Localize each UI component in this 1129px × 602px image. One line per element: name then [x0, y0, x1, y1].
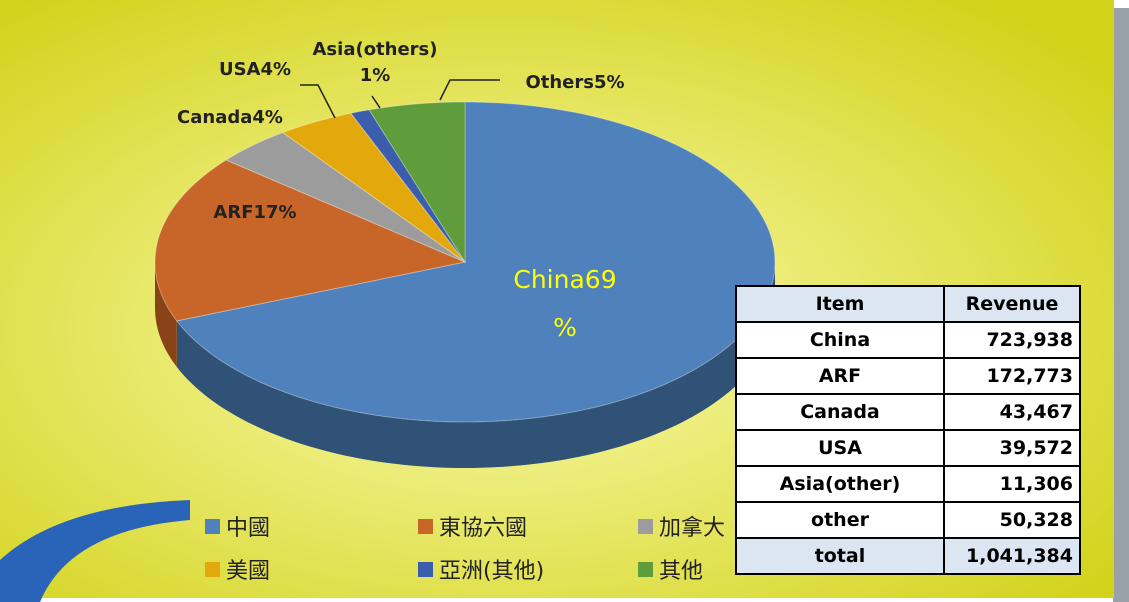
data-label: USA4%: [218, 59, 292, 80]
pie-slice: [281, 112, 466, 263]
table-cell: 43,467: [943, 393, 1081, 431]
pie-slice: [175, 101, 776, 423]
table-row: Canada 43,467: [735, 393, 1081, 431]
pie-side: [155, 262, 177, 367]
table-cell: Item: [735, 285, 945, 323]
table-cell: 1,041,384: [943, 537, 1081, 575]
table-cell: ARF: [735, 357, 945, 395]
table-row: Item Revenue: [735, 285, 1081, 323]
table-cell: 39,572: [943, 429, 1081, 467]
legend-swatch: [205, 518, 220, 534]
data-label: Canada4%: [177, 107, 283, 128]
legend-label: 加拿大: [659, 516, 726, 541]
data-label: Asia(others) 1%: [312, 39, 438, 86]
table-cell: Revenue: [943, 285, 1081, 323]
legend-item: 亞洲(其他): [418, 553, 544, 585]
legend-swatch: [638, 518, 653, 534]
table-cell: 50,328: [943, 501, 1081, 539]
table-cell: 723,938: [943, 321, 1081, 359]
table-cell: 172,773: [943, 357, 1081, 395]
table-row: USA 39,572: [735, 429, 1081, 467]
decoration: [0, 500, 190, 602]
legend-label: 其他: [659, 559, 704, 584]
table-cell: Canada: [735, 393, 945, 431]
data-label: Others5%: [525, 72, 625, 93]
data-label: China69 %: [513, 265, 617, 342]
shadow: [1113, 8, 1129, 602]
legend-item: 美國: [205, 553, 270, 585]
legend-swatch: [418, 561, 433, 577]
legend-item: 中國: [205, 510, 270, 542]
legend-swatch: [418, 518, 433, 534]
table-cell: China: [735, 321, 945, 359]
legend-label: 中國: [226, 516, 271, 541]
pie-slice: [225, 131, 466, 263]
legend-label: 美國: [226, 559, 271, 584]
table-row: China 723,938: [735, 321, 1081, 359]
pie-side: [176, 262, 775, 468]
legend-swatch: [205, 561, 220, 577]
data-table: Item Revenue China 723,938 ARF 172,773 Canada 4…: [735, 285, 1081, 575]
legend-item: 東協六國: [418, 510, 527, 542]
leader-line: [439, 79, 500, 101]
table-cell: total: [735, 537, 945, 575]
table-cell: Asia(other): [735, 465, 945, 503]
pie-slice: [154, 159, 467, 322]
legend-label: 東協六國: [439, 516, 528, 541]
table-cell: 11,306: [943, 465, 1081, 503]
pie-slice: [368, 101, 466, 264]
table-cell: USA: [735, 429, 945, 467]
table-row: ARF 172,773: [735, 357, 1081, 395]
legend-swatch: [638, 561, 653, 577]
table-row: Asia(other) 11,306: [735, 465, 1081, 503]
table-cell: other: [735, 501, 945, 539]
leader-line: [300, 84, 336, 119]
legend-item: 加拿大: [638, 510, 725, 542]
leader-line: [371, 95, 381, 109]
legend-label: 亞洲(其他): [439, 559, 545, 584]
table-row: total 1,041,384: [735, 537, 1081, 575]
legend-item: 其他: [638, 553, 703, 585]
data-label: ARF17%: [213, 202, 297, 223]
table-row: other 50,328: [735, 501, 1081, 539]
